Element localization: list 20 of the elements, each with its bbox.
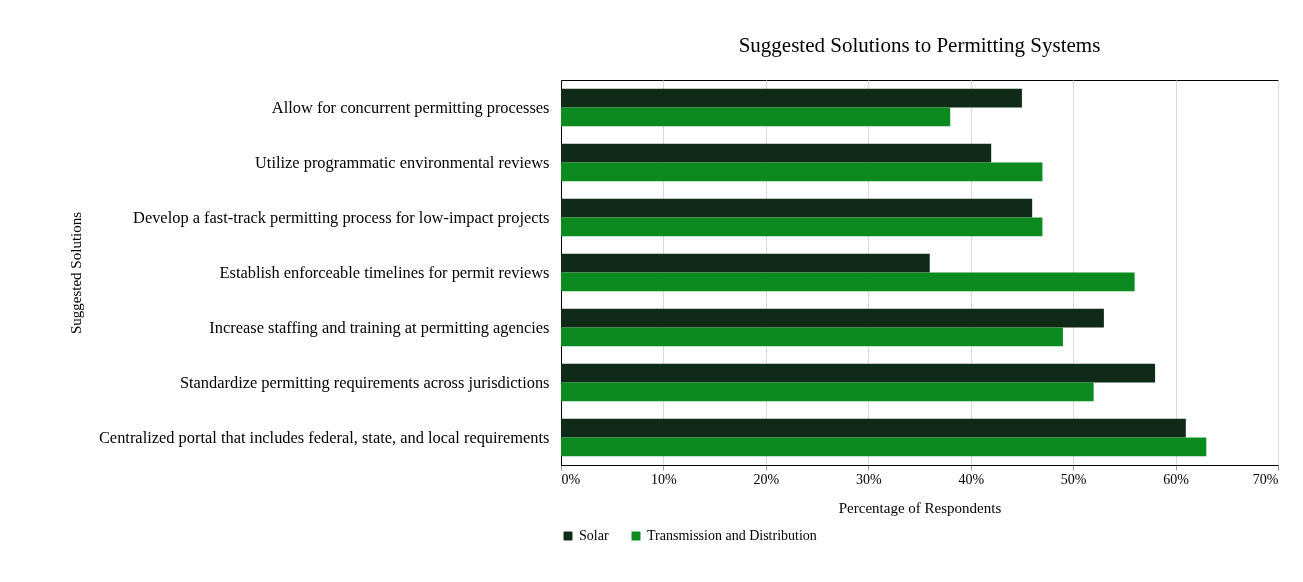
y-tick-label: Standardize permitting requirements across jurisdictions xyxy=(179,372,550,392)
y-tick-label: Centralized portal that includes federal, state, and local requirements xyxy=(98,427,550,447)
x-axis-title: Percentage of Respondents xyxy=(838,499,1002,516)
x-tick-label: 50% xyxy=(1060,471,1087,487)
x-tick-label: 30% xyxy=(855,471,882,487)
y-axis-title: Suggested Solutions xyxy=(67,211,84,335)
legend-label: Solar xyxy=(579,528,609,543)
x-tick-label: 20% xyxy=(753,471,780,487)
chart-title: Suggested Solutions to Permitting Systems xyxy=(738,33,1101,57)
y-tick-label: Develop a fast-track permitting process for low-impact projects xyxy=(133,207,550,227)
y-tick-label: Allow for concurrent permitting processes xyxy=(271,97,550,117)
x-tick-label: 10% xyxy=(651,471,678,487)
y-tick-label: Establish enforceable timelines for permit reviews xyxy=(219,262,550,282)
x-tick-label: 0% xyxy=(561,471,581,487)
y-tick-label: Increase staffing and training at permitting agencies xyxy=(209,317,550,337)
y-tick-label: Utilize programmatic environmental reviews xyxy=(255,152,550,172)
x-tick-label: 70% xyxy=(1252,471,1279,487)
legend-label: Transmission and Distribution xyxy=(647,528,817,543)
x-tick-label: 40% xyxy=(958,471,985,487)
x-tick-label: 60% xyxy=(1163,471,1190,487)
